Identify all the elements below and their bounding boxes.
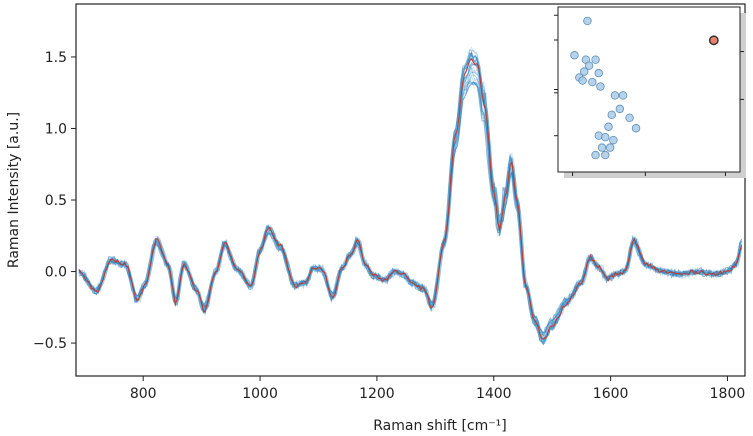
x-axis-label: Raman shift [cm⁻¹] (373, 418, 506, 434)
inset-point (580, 67, 589, 76)
y-tick-label: 0.5 (45, 193, 67, 209)
inset-point (570, 51, 579, 60)
inset-point (610, 91, 620, 100)
x-tick-label: 1400 (476, 386, 512, 402)
inset-point (594, 68, 603, 78)
x-tick-label: 1600 (593, 386, 629, 402)
x-tick-label: 800 (130, 386, 157, 402)
inset-point (625, 113, 634, 123)
main-plot: 800 1000 1200 1400 1600 1800 −0.5 0.0 0.5 1.0 1.5… (6, 3, 746, 434)
background-spectrum-line (78, 52, 742, 344)
highlighted-spectrum-line (78, 58, 743, 340)
y-tick-label: −0.5 (33, 336, 67, 352)
x-tick-label: 1200 (359, 386, 395, 402)
inset-frame (557, 6, 741, 173)
inset-point (601, 132, 610, 142)
inset-point (584, 61, 594, 70)
y-tick-label: 1.5 (45, 50, 67, 66)
x-axis-ticks: 800 1000 1200 1400 1600 1800 (130, 376, 745, 402)
inset-point (597, 143, 607, 152)
inset-point (591, 55, 600, 64)
inset-point (596, 82, 605, 91)
y-tick-label: 0.0 (45, 265, 67, 281)
inset-point (578, 76, 587, 85)
inset-point (588, 77, 597, 87)
main-plot-frame (75, 3, 746, 377)
inset-point (605, 143, 615, 152)
x-tick-label: 1000 (242, 386, 278, 402)
highlight-layer (78, 58, 743, 340)
y-tick-label: 1.0 (45, 121, 67, 137)
inset-point (583, 16, 592, 26)
inset-ticks (554, 14, 744, 176)
y-axis-ticks: −0.5 0.0 0.5 1.0 1.5 (33, 50, 76, 352)
inset-point (615, 104, 625, 114)
y-axis-label: Raman Intensity [a.u.] (6, 112, 22, 268)
inset-point (631, 124, 641, 133)
inset-point (604, 122, 613, 131)
inset-point (609, 135, 618, 145)
inset-point (618, 91, 628, 100)
inset-point (591, 150, 600, 160)
background-spectrum-line (78, 57, 742, 344)
inset-scatter (554, 6, 746, 178)
inset-point (601, 150, 610, 160)
inset-highlighted-point (708, 35, 719, 46)
inset-point (607, 110, 616, 120)
x-tick-label: 1800 (710, 386, 746, 402)
inset-points (570, 16, 719, 160)
